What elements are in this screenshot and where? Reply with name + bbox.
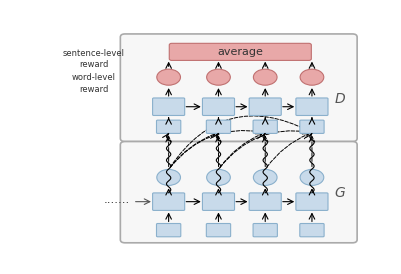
FancyBboxPatch shape	[253, 120, 277, 133]
Circle shape	[253, 169, 276, 185]
Circle shape	[300, 69, 323, 85]
FancyBboxPatch shape	[295, 98, 327, 115]
FancyBboxPatch shape	[120, 34, 356, 142]
Text: average: average	[217, 47, 263, 57]
Circle shape	[300, 169, 323, 185]
FancyBboxPatch shape	[249, 193, 281, 210]
FancyBboxPatch shape	[120, 142, 356, 243]
Circle shape	[253, 69, 276, 85]
FancyBboxPatch shape	[295, 193, 327, 210]
FancyBboxPatch shape	[152, 98, 184, 115]
FancyBboxPatch shape	[152, 193, 184, 210]
FancyBboxPatch shape	[169, 43, 310, 60]
Text: word-level
reward: word-level reward	[72, 73, 115, 93]
FancyBboxPatch shape	[156, 120, 180, 133]
Text: D: D	[334, 92, 344, 106]
FancyBboxPatch shape	[299, 224, 323, 237]
FancyBboxPatch shape	[202, 98, 234, 115]
FancyBboxPatch shape	[202, 193, 234, 210]
Text: .......: .......	[103, 193, 130, 206]
FancyBboxPatch shape	[253, 224, 277, 237]
Circle shape	[156, 169, 180, 185]
Circle shape	[156, 69, 180, 85]
Text: G: G	[334, 186, 344, 200]
FancyBboxPatch shape	[156, 224, 180, 237]
Text: sentence-level
reward: sentence-level reward	[63, 49, 125, 69]
FancyBboxPatch shape	[299, 120, 323, 133]
Circle shape	[206, 169, 230, 185]
Circle shape	[206, 69, 230, 85]
FancyBboxPatch shape	[206, 120, 230, 133]
FancyBboxPatch shape	[249, 98, 281, 115]
FancyBboxPatch shape	[206, 224, 230, 237]
